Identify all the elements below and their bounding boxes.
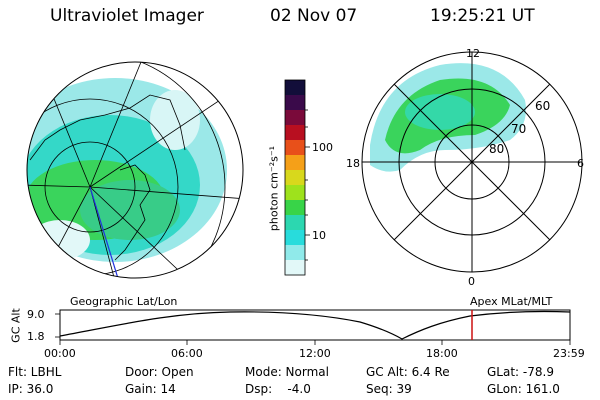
status-ip: IP: 36.0 — [8, 382, 54, 396]
colorbar-segment — [285, 230, 305, 246]
timeline-xtick-1800: 18:00 — [426, 347, 458, 360]
date-label: 02 Nov 07 — [270, 6, 358, 26]
left-panel-caption: Geographic Lat/Lon — [70, 295, 178, 308]
status-mode: Mode: Normal — [245, 365, 329, 379]
timeline-xtick-0000: 00:00 — [44, 347, 76, 360]
timeline-xtick-1200: 12:00 — [299, 347, 331, 360]
mlt-label-12: 12 — [466, 47, 480, 60]
colorbar-segment — [285, 110, 305, 126]
timeline-xtick-0600: 06:00 — [171, 347, 203, 360]
colorbar-unit-label: photon cm⁻²s⁻¹ — [267, 145, 281, 232]
time-label: 19:25:21 UT — [430, 6, 535, 26]
altitude-timeline — [55, 309, 571, 345]
timeline-frame — [59, 309, 571, 341]
colorbar-ticks — [305, 109, 310, 261]
timeline-ylabel: GC Alt — [9, 308, 23, 343]
status-dsp: Dsp: -4.0 — [245, 382, 311, 396]
status-seq: Seq: 39 — [366, 382, 412, 396]
colorbar-segment — [285, 215, 305, 231]
colorbar-segment — [285, 80, 305, 96]
colorbar-segment — [285, 95, 305, 111]
app-title: Ultraviolet Imager — [50, 6, 204, 26]
mlat-label-60: 60 — [535, 99, 551, 113]
mlat-label-70: 70 — [511, 122, 527, 136]
colorbar-segment — [285, 185, 305, 201]
magnetic-image-panel — [361, 51, 583, 273]
geographic-image-panel — [26, 61, 244, 279]
timeline-ticks — [55, 313, 571, 345]
colorbar-segment — [285, 155, 305, 171]
status-gc-alt: GC Alt: 6.4 Re — [366, 365, 450, 379]
colorbar-segment — [285, 200, 305, 216]
geographic-grid — [27, 62, 243, 278]
colorbar-tick-100: 100 — [312, 141, 333, 154]
colorbar-segment — [285, 260, 305, 276]
timeline-xtick-2359: 23:59 — [553, 347, 585, 360]
colorbar-segment — [285, 245, 305, 261]
mlt-label-18: 18 — [346, 157, 360, 170]
timeline-ytick-high: 9.0 — [27, 308, 45, 321]
colorbar-tick-10: 10 — [312, 229, 326, 242]
timeline-ytick-low: 1.8 — [27, 330, 45, 343]
status-glat: GLat: -78.9 — [487, 365, 554, 379]
right-panel-caption: Apex MLat/MLT — [470, 295, 553, 308]
colorbar — [285, 80, 305, 276]
status-filter: Flt: LBHL — [8, 365, 62, 379]
colorbar-border — [284, 79, 306, 276]
status-glon: GLon: 161.0 — [487, 382, 560, 396]
colorbar-segment — [285, 125, 305, 141]
mlt-label-0: 0 — [468, 275, 475, 288]
status-gain: Gain: 14 — [125, 382, 176, 396]
meridian-line — [89, 186, 121, 278]
left-panel-border — [26, 61, 244, 279]
colorbar-segment — [285, 170, 305, 186]
altitude-curve — [59, 310, 571, 340]
status-door: Door: Open — [125, 365, 194, 379]
colorbar-segment — [285, 140, 305, 156]
mlt-label-6: 6 — [577, 157, 584, 170]
polar-grid — [361, 51, 583, 273]
mlat-label-80: 80 — [489, 142, 505, 156]
